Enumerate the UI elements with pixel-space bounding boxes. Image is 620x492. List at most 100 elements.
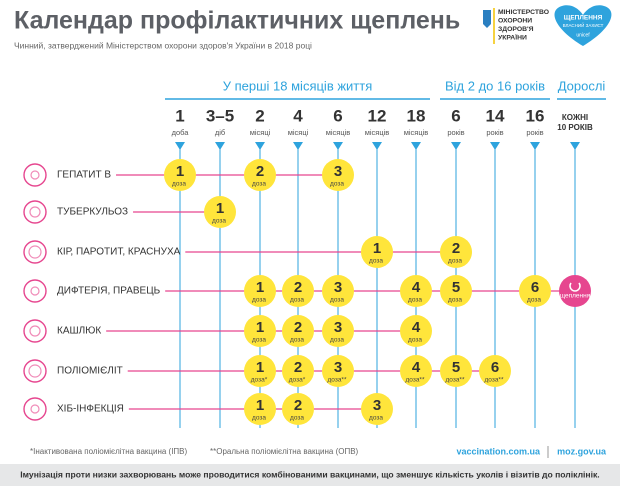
dose xyxy=(244,315,276,347)
dose-number: 4 xyxy=(412,319,421,336)
dose-label: доза xyxy=(369,415,383,422)
column-unit: доба xyxy=(172,128,190,137)
dose-number: 6 xyxy=(491,359,499,376)
dose-label: доза xyxy=(290,297,304,304)
ministry-text: МІНІСТЕРСТВО xyxy=(498,9,549,16)
ministry-text: ЗДОРОВ'Я xyxy=(498,26,534,33)
column-label: 10 РОКІВ xyxy=(557,123,593,132)
dose-label: доза xyxy=(448,258,462,265)
dose xyxy=(244,159,276,191)
disease-icon-core xyxy=(29,206,41,218)
column-unit: діб xyxy=(215,128,225,137)
column-unit: місяців xyxy=(326,128,351,137)
dose-number: 1 xyxy=(256,319,264,336)
dose-number: 3 xyxy=(334,163,342,180)
dose-number: 3 xyxy=(334,319,342,336)
dose xyxy=(400,315,432,347)
column-arrow xyxy=(372,142,382,150)
column-number: 6 xyxy=(451,106,460,125)
dose-label: доза xyxy=(252,337,266,344)
dose-label: доза* xyxy=(251,377,268,384)
revaccination-icon xyxy=(569,282,581,292)
dose-label: доза** xyxy=(328,377,347,384)
column-number: 6 xyxy=(333,106,342,125)
column-number: 16 xyxy=(526,106,545,125)
dose-label: доза xyxy=(408,337,422,344)
age-group: У перші 18 місяців життя xyxy=(223,78,373,93)
disease-icon xyxy=(23,319,47,343)
disease-icon xyxy=(23,359,47,383)
dose-number: 1 xyxy=(216,200,224,217)
dose xyxy=(440,236,472,268)
dose-label: доза xyxy=(172,181,186,188)
dose xyxy=(282,355,314,387)
dose-label: доза xyxy=(330,181,344,188)
dose xyxy=(282,315,314,347)
coat-of-arms xyxy=(483,10,491,28)
dose-number: 1 xyxy=(256,397,264,414)
link: moz.gov.ua xyxy=(557,446,607,456)
column-arrow xyxy=(333,142,343,150)
column-unit: років xyxy=(486,128,503,137)
dose-number: 5 xyxy=(452,279,460,296)
column-label: КОЖНІ xyxy=(562,113,588,122)
column-number: 12 xyxy=(368,106,387,125)
disease-icon-core xyxy=(29,325,41,337)
disease-icon xyxy=(23,163,47,187)
badge-text: ЩЕПЛЕННЯ xyxy=(564,15,603,22)
disease-name: ТУБЕРКУЛЬОЗ xyxy=(57,207,128,218)
dose xyxy=(322,159,354,191)
disease-name: ГЕПАТИТ В xyxy=(57,170,111,181)
column-arrow xyxy=(490,142,500,150)
dose-label: доза xyxy=(527,297,541,304)
dose-label: доза xyxy=(252,297,266,304)
dose-label: щеплення xyxy=(560,293,591,300)
dose xyxy=(244,393,276,425)
disease-icon-core xyxy=(28,364,42,378)
disease-name: ПОЛІОМІЄЛІТ xyxy=(57,366,123,377)
age-group: Від 2 до 16 років xyxy=(445,78,545,93)
column-number: 18 xyxy=(407,106,426,125)
disease-name: КАШЛЮК xyxy=(57,326,101,337)
dose-number: 2 xyxy=(294,359,302,376)
dose-label: доза** xyxy=(406,377,425,384)
disease-icon-core xyxy=(30,404,40,414)
dose xyxy=(440,355,472,387)
disease-icon xyxy=(23,279,47,303)
column-arrow xyxy=(293,142,303,150)
column-arrow xyxy=(451,142,461,150)
column-unit: місяці xyxy=(250,128,271,137)
dose xyxy=(322,315,354,347)
dose-label: доза xyxy=(290,415,304,422)
column-number: 1 xyxy=(175,106,184,125)
disease-icon-core xyxy=(30,286,40,296)
dose-number: 2 xyxy=(294,279,302,296)
dose xyxy=(361,393,393,425)
ministry-text: ОХОРОНИ xyxy=(498,17,532,24)
title: Календар профілактичних щеплень xyxy=(14,7,460,35)
dose-number: 1 xyxy=(256,279,264,296)
dose-label: доза* xyxy=(289,377,306,384)
dose-label: доза xyxy=(290,337,304,344)
dose-number: 1 xyxy=(176,163,184,180)
footnote: *Інактивована поліомієлітна вакцина (ІПВ… xyxy=(30,447,188,456)
disease-icon xyxy=(23,200,47,224)
column-arrow xyxy=(530,142,540,150)
disease-icon-core xyxy=(28,245,42,259)
dose xyxy=(282,393,314,425)
badge-text: ВЛАСНИЙ ЗАХИСТ xyxy=(563,21,604,28)
disease-icon xyxy=(23,397,47,421)
column-number: 4 xyxy=(293,106,303,125)
dose xyxy=(519,275,551,307)
dose xyxy=(440,275,472,307)
dose-label: доза xyxy=(369,258,383,265)
dose xyxy=(400,355,432,387)
dose xyxy=(400,275,432,307)
column-arrow xyxy=(215,142,225,150)
dose-label: доза xyxy=(408,297,422,304)
dose-label: доза xyxy=(330,297,344,304)
dose-number: 2 xyxy=(294,397,302,414)
banner-bg xyxy=(0,464,620,486)
age-group: Дорослі xyxy=(558,78,606,93)
dose xyxy=(282,275,314,307)
